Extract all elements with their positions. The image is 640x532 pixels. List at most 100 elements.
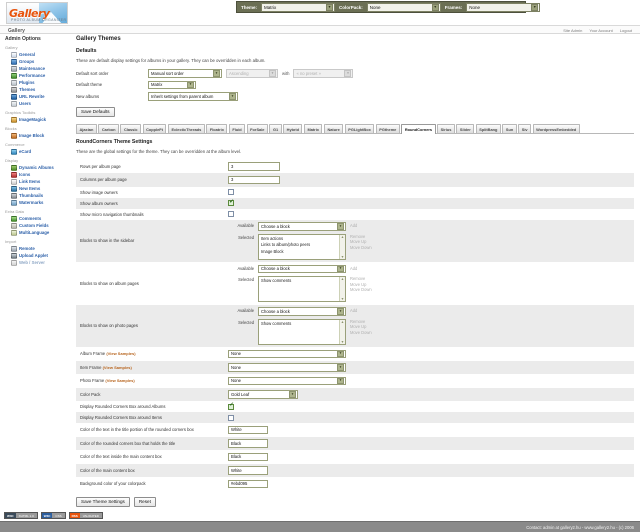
save-defaults-button[interactable]: Save Defaults [76, 106, 115, 117]
list-item[interactable]: Links to album/photo peers [261, 242, 311, 247]
rounded-box-items-checkbox[interactable] [228, 414, 234, 421]
item-frame-view-samples-link[interactable]: (View Samples) [102, 364, 132, 370]
tab-pglightbox[interactable]: PGLightBox [344, 124, 375, 133]
blocks-sidebar-selected-list[interactable]: Item actions Links to album/photo peers … [258, 233, 346, 260]
blocks-album-move-down-button[interactable]: Move Down [350, 287, 372, 292]
sidebar-item-groups[interactable]: Groups [4, 58, 72, 65]
sidebar-item-watermarks[interactable]: Watermarks [4, 199, 72, 206]
rounded-box-albums-checkbox[interactable] [228, 403, 234, 410]
default-sort-order-select[interactable]: Manual sort order ▾ [148, 69, 222, 78]
tab-forsale[interactable]: ForSale [246, 124, 268, 133]
sidebar-item-new-items[interactable]: New Items [4, 185, 72, 192]
scroll-up-icon[interactable]: ▲ [340, 234, 345, 239]
show-image-owners-checkbox[interactable] [228, 189, 234, 195]
scroll-down-icon[interactable]: ▼ [340, 254, 345, 259]
content-box-color-input[interactable] [228, 466, 268, 475]
scroll-up-icon[interactable]: ▲ [340, 277, 345, 281]
w3c-css-badge[interactable]: W3C CSS [40, 512, 66, 519]
save-theme-settings-button[interactable]: Save Theme Settings [76, 496, 130, 507]
toolbar-colorpack-select[interactable]: None ▾ [366, 2, 441, 12]
list-item[interactable]: Item actions [261, 235, 284, 241]
rss-badge[interactable]: RSS VALIDATED [68, 512, 103, 519]
sidebar-item-upload-applet[interactable]: Upload Applet [4, 252, 72, 259]
tab-fluid[interactable]: Fluid [228, 124, 246, 133]
blocks-sidebar-move-down-button[interactable]: Move Down [350, 244, 372, 250]
tab-sirius[interactable]: Sirius [437, 124, 455, 133]
sort-direction-select[interactable]: Ascending ▾ [226, 69, 278, 78]
sort-preset-select[interactable]: « no preset » ▾ [293, 69, 354, 78]
show-album-owners-checkbox[interactable] [228, 200, 234, 206]
toolbar-theme-select[interactable]: Matrix ▾ [261, 2, 336, 12]
blocks-album-move-up-button[interactable]: Move Up [350, 281, 367, 287]
sidebar-item-link-items[interactable]: Link Items [4, 178, 72, 185]
sidebar-item-ecard[interactable]: eCard [4, 148, 72, 155]
sidebar-item-themes[interactable]: Themes [4, 86, 72, 93]
tab-coppleft[interactable]: CoppleFt [142, 124, 167, 133]
list-item[interactable]: Show comments [261, 278, 292, 283]
title-text-color-input[interactable] [228, 425, 268, 434]
blocks-photo-available-select[interactable]: Choose a block ▾ [258, 307, 346, 316]
rows-per-album-page-input[interactable] [228, 162, 280, 171]
sidebar-item-maintenance[interactable]: Maintenance [4, 65, 72, 72]
tab-siv[interactable]: Siv [518, 124, 532, 133]
new-albums-select[interactable]: Inherit settings from parent album ▾ [148, 92, 238, 101]
tab-carbon[interactable]: Carbon [98, 124, 119, 133]
tab-nature[interactable]: Nature [323, 124, 344, 133]
tab-floatrix[interactable]: Floatrix [206, 124, 228, 133]
sidebar-item-remote[interactable]: Remote [4, 245, 72, 252]
blocks-album-selected-list[interactable]: Show comments ▲ ▼ [258, 276, 346, 302]
tab-roundcorners[interactable]: RoundCorners [401, 124, 436, 134]
blocks-album-add-button[interactable]: Add [350, 265, 358, 271]
tab-pgtheme[interactable]: PGtheme [375, 124, 400, 133]
tab-slider[interactable]: Slider [456, 124, 475, 133]
sidebar-item-general[interactable]: General [4, 51, 72, 58]
sidebar-item-dynamic-albums[interactable]: Dynamic Albums [4, 164, 72, 171]
sidebar-item-web-server[interactable]: Web / Server [4, 259, 72, 266]
album-frame-view-samples-link[interactable]: (View Samples) [106, 351, 136, 357]
sidebar-item-comments[interactable]: Comments [4, 215, 72, 222]
scrollbar[interactable]: ▲ ▼ [339, 234, 345, 259]
sidebar-item-performance[interactable]: Performance [4, 72, 72, 79]
blocks-album-remove-button[interactable]: Remove [350, 276, 366, 281]
sidebar-item-image-block[interactable]: Image Block [4, 132, 72, 139]
tab-sun[interactable]: Sun [502, 124, 517, 133]
tab-g1[interactable]: G1 [269, 124, 282, 133]
tab-hybrid[interactable]: Hybrid [283, 124, 303, 133]
sidebar-item-icons[interactable]: Icons [4, 171, 72, 178]
scrollbar[interactable]: ▲ ▼ [339, 277, 345, 301]
blocks-sidebar-available-select[interactable]: Choose a block ▾ [258, 222, 346, 231]
tab-ajaxian[interactable]: Ajaxian [76, 124, 97, 133]
site-admin-link[interactable]: Site Admin [563, 28, 583, 33]
sidebar-item-multilanguage[interactable]: MultiLanguage [4, 229, 72, 236]
blocks-photo-move-down-button[interactable]: Move Down [350, 329, 372, 335]
content-text-color-input[interactable] [228, 452, 268, 461]
list-item[interactable]: Image Block [261, 248, 284, 254]
scroll-down-icon[interactable]: ▼ [340, 297, 345, 301]
title-box-color-input[interactable] [228, 439, 268, 448]
sidebar-item-thumbnails[interactable]: Thumbnails [4, 192, 72, 199]
tab-matrix[interactable]: Matrix [303, 124, 323, 133]
sidebar-item-url-rewrite[interactable]: URL Rewrite [4, 93, 72, 100]
sidebar-item-plugins[interactable]: Plugins [4, 79, 72, 86]
w3c-xhtml-badge[interactable]: W3C XHTML 1.0 [4, 512, 38, 519]
sidebar-item-custom-fields[interactable]: Custom Fields [4, 222, 72, 229]
toolbar-frames-select[interactable]: None ▾ [466, 2, 541, 12]
album-frame-select[interactable]: None ▾ [228, 349, 346, 358]
sidebar-item-users[interactable]: Users [4, 100, 72, 107]
default-theme-select[interactable]: Matrix ▾ [148, 80, 196, 89]
scroll-down-icon[interactable]: ▼ [340, 339, 345, 344]
blocks-sidebar-move-up-button[interactable]: Move Up [350, 239, 367, 244]
list-item[interactable]: Show comments [261, 320, 292, 326]
blocks-photo-selected-list[interactable]: Show comments ▲ ▼ [258, 318, 346, 345]
blocks-sidebar-add-button[interactable]: Add [350, 223, 358, 228]
scroll-up-icon[interactable]: ▲ [340, 319, 345, 324]
blocks-photo-add-button[interactable]: Add [350, 308, 358, 313]
sidebar-item-imagemagick[interactable]: ImageMagick [4, 116, 72, 123]
tab-splitbang[interactable]: SplitBang [475, 124, 501, 133]
photo-frame-select[interactable]: None ▾ [228, 376, 346, 385]
reset-button[interactable]: Reset [133, 496, 156, 507]
tab-classic[interactable]: Classic [120, 124, 142, 133]
scrollbar[interactable]: ▲ ▼ [339, 319, 345, 344]
logout-link[interactable]: Logout [619, 28, 632, 33]
colorpack-background-input[interactable] [228, 479, 268, 488]
